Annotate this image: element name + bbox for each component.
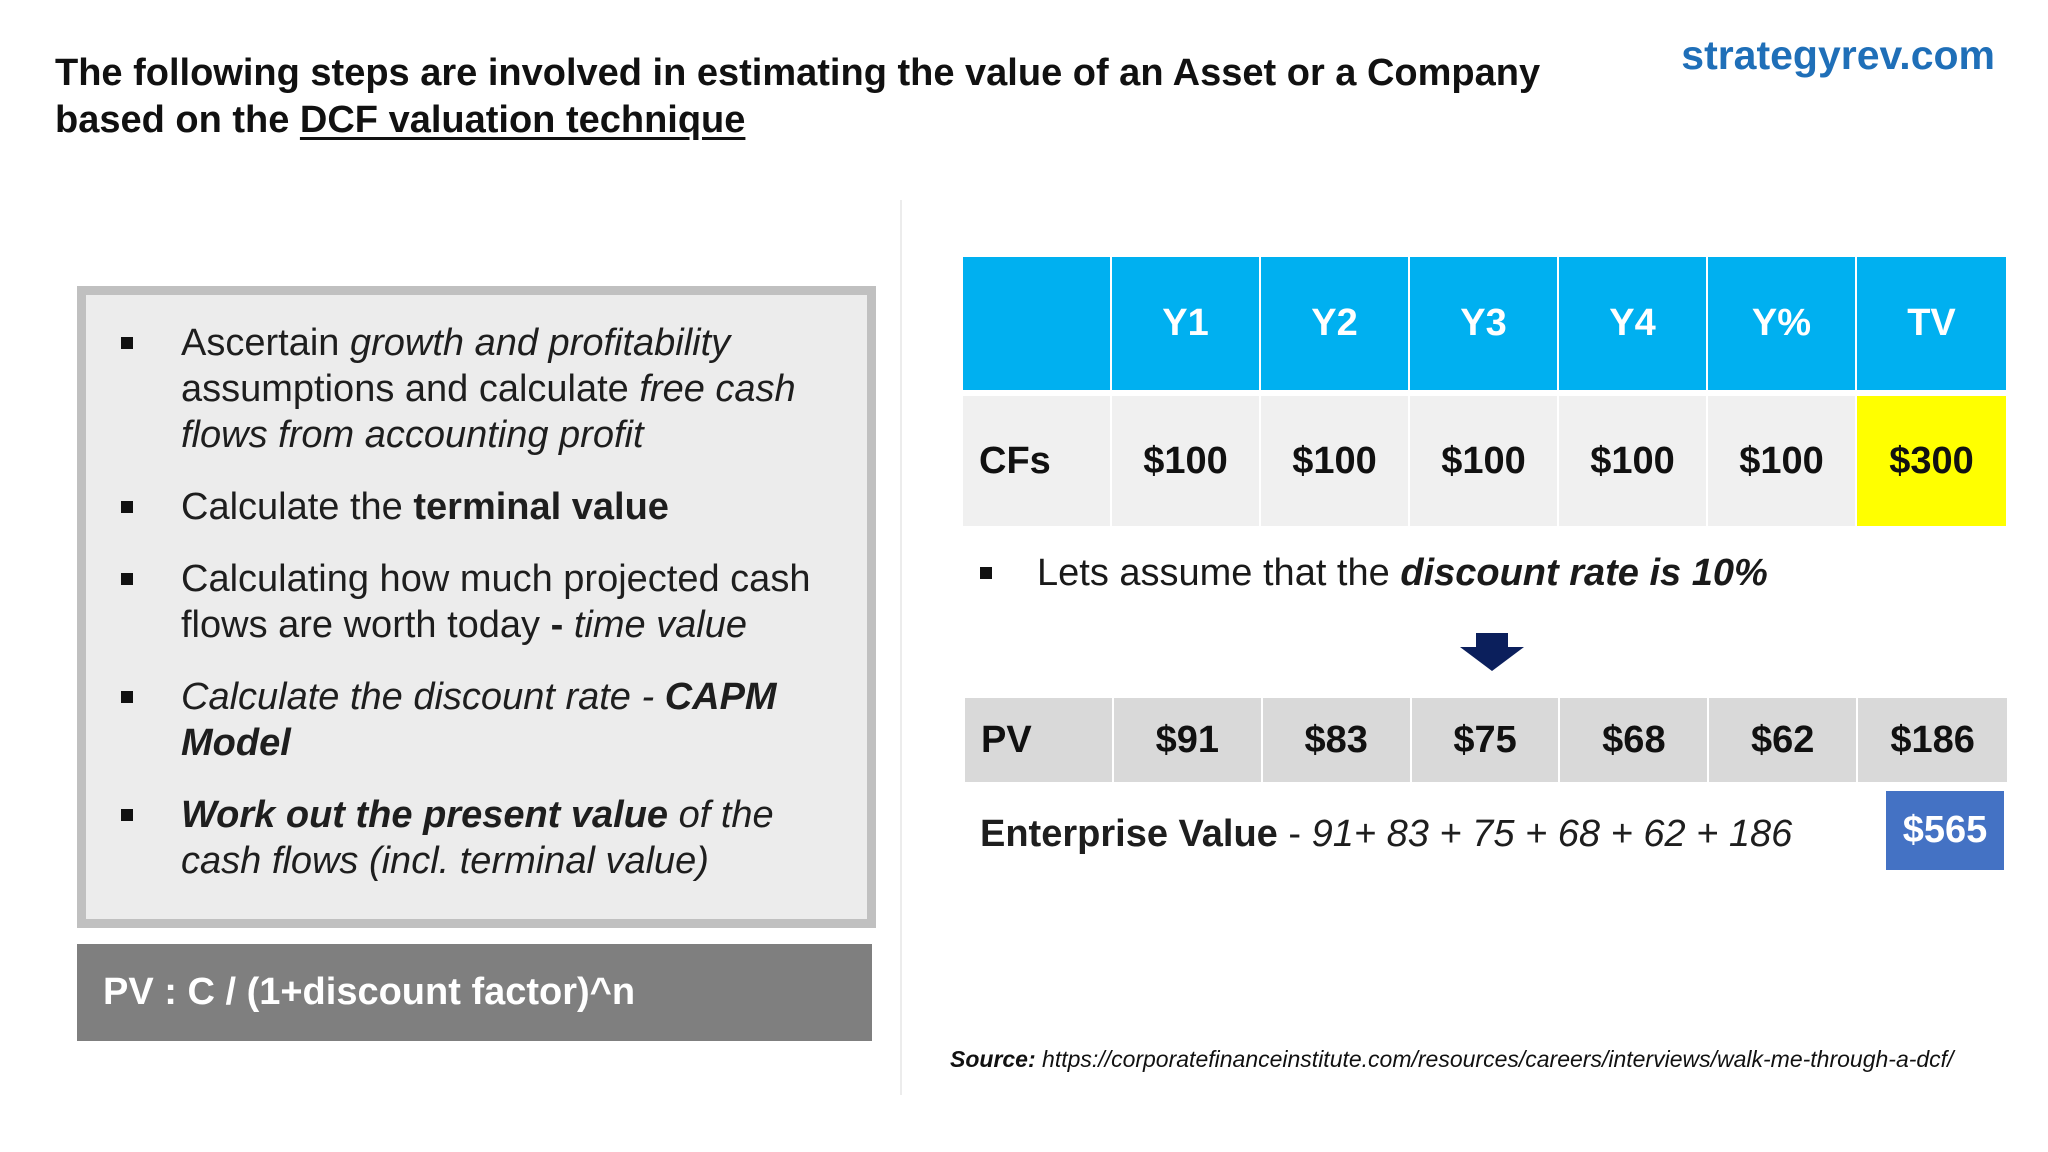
square-bullet-icon xyxy=(980,567,992,579)
header-cell-y1: Y1 xyxy=(1112,257,1261,390)
pv-cell-y2: $83 xyxy=(1262,698,1412,782)
header-cell-blank xyxy=(963,257,1112,390)
header-cell-tv: TV xyxy=(1857,257,2006,390)
cf-cell-y5: $100 xyxy=(1708,396,1857,526)
pv-cell-y5: $62 xyxy=(1709,698,1859,782)
step-text-part: time value xyxy=(573,604,748,646)
step-text-part: Calculate the xyxy=(181,486,414,528)
step-text-part: terminal value xyxy=(413,486,669,528)
square-bullet-icon xyxy=(121,337,133,349)
page-title: The following steps are involved in esti… xyxy=(55,50,1595,144)
title-link: DCF valuation technique xyxy=(299,99,746,141)
pv-cell-tv: $186 xyxy=(1858,698,2008,782)
cf-row-label: CFs xyxy=(963,396,1112,526)
step-text-part: Work out the present value xyxy=(181,794,669,836)
header-cell-y5: Y% xyxy=(1708,257,1857,390)
pv-cell-y4: $68 xyxy=(1560,698,1710,782)
column-divider xyxy=(900,200,902,1095)
cash-flow-row: CFs $100 $100 $100 $100 $100 $300 xyxy=(963,396,2007,526)
source-citation: Source: https://corporatefinanceinstitut… xyxy=(950,1046,1953,1073)
pv-formula: PV : C / (1+discount factor)^n xyxy=(77,944,872,1041)
square-bullet-icon xyxy=(121,809,133,821)
enterprise-value-label: Enterprise Value xyxy=(980,813,1278,855)
enterprise-value-total: $565 xyxy=(1886,791,2004,870)
step-text-part: assumptions and calculate xyxy=(181,368,640,410)
assumption-emphasis: discount rate is 10% xyxy=(1400,552,1768,594)
step-text-part: - xyxy=(550,604,574,646)
pv-cell-y3: $75 xyxy=(1411,698,1561,782)
discount-assumption: Lets assume that the discount rate is 10… xyxy=(980,548,2000,598)
step-text-part: Calculating how much projected cash flow… xyxy=(181,558,811,646)
steps-list: Ascertain growth and profitability assum… xyxy=(121,320,841,910)
square-bullet-icon xyxy=(121,573,133,585)
step-text-part: free cash flows from accounting profit xyxy=(181,368,796,456)
source-url: https://corporatefinanceinstitute.com/re… xyxy=(1042,1046,1954,1072)
enterprise-value-line: Enterprise Value - 91+ 83 + 75 + 68 + 62… xyxy=(980,808,1792,860)
square-bullet-icon xyxy=(121,691,133,703)
cf-cell-y2: $100 xyxy=(1261,396,1410,526)
step-item: Calculate the discount rate - CAPM Model xyxy=(121,674,841,766)
cash-flow-table: Y1 Y2 Y3 Y4 Y% TV CFs $100 $100 $100 $10… xyxy=(963,257,2007,526)
header-cell-y4: Y4 xyxy=(1559,257,1708,390)
step-item: Ascertain growth and profitability assum… xyxy=(121,320,841,458)
step-item: Calculate the terminal value xyxy=(121,484,841,530)
present-value-table: PV $91 $83 $75 $68 $62 $186 xyxy=(965,698,2008,782)
square-bullet-icon xyxy=(121,501,133,513)
step-text-part: growth and profitability xyxy=(349,322,731,364)
assumption-prefix: Lets assume that the xyxy=(1037,552,1401,594)
pv-row: PV $91 $83 $75 $68 $62 $186 xyxy=(965,698,2008,782)
step-item: Work out the present value of the cash f… xyxy=(121,792,841,884)
enterprise-value-separator: - xyxy=(1277,813,1312,855)
brand-logo-text: strategyrev.com xyxy=(1681,32,1995,78)
step-text-part: of the cash flows (incl. terminal value) xyxy=(181,794,774,882)
pv-row-label: PV xyxy=(965,698,1114,782)
source-label: Source: xyxy=(950,1046,1036,1072)
header-cell-y3: Y3 xyxy=(1410,257,1559,390)
step-text-part: Calculate the discount rate - xyxy=(181,676,665,718)
title-line-2-prefix: based on the xyxy=(55,99,300,141)
header-cell-y2: Y2 xyxy=(1261,257,1410,390)
pv-cell-y1: $91 xyxy=(1113,698,1263,782)
table-header-row: Y1 Y2 Y3 Y4 Y% TV xyxy=(963,257,2007,390)
cf-cell-y3: $100 xyxy=(1410,396,1559,526)
cf-cell-tv: $300 xyxy=(1857,396,2006,526)
step-item: Calculating how much projected cash flow… xyxy=(121,556,841,648)
step-text-part: CAPM Model xyxy=(181,676,777,764)
cf-cell-y4: $100 xyxy=(1559,396,1708,526)
step-text-part: Ascertain xyxy=(181,322,350,364)
enterprise-value-formula: 91+ 83 + 75 + 68 + 62 + 186 xyxy=(1311,813,1793,855)
cf-cell-y1: $100 xyxy=(1112,396,1261,526)
steps-box: Ascertain growth and profitability assum… xyxy=(77,286,876,928)
down-arrow-icon xyxy=(1460,633,1524,671)
title-line-1: The following steps are involved in esti… xyxy=(55,52,1541,94)
